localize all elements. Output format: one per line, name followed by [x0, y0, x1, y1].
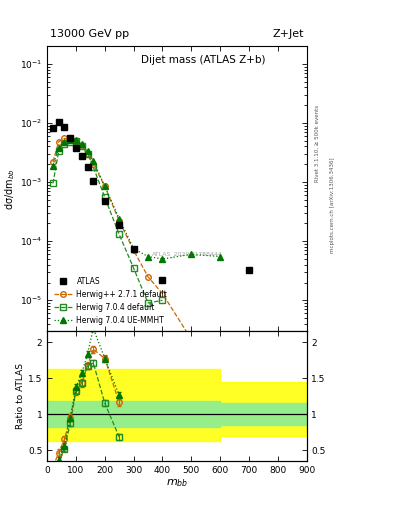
Text: ATLAS_2020_I1788444: ATLAS_2020_I1788444: [152, 251, 223, 257]
Text: Dijet mass (ATLAS Z+b): Dijet mass (ATLAS Z+b): [141, 55, 265, 65]
Legend: ATLAS, Herwig++ 2.7.1 default, Herwig 7.0.4 default, Herwig 7.0.4 UE-MMHT: ATLAS, Herwig++ 2.7.1 default, Herwig 7.…: [53, 277, 167, 325]
Text: Z+Jet: Z+Jet: [272, 29, 304, 39]
X-axis label: $m_{bb}$: $m_{bb}$: [166, 477, 188, 489]
Y-axis label: dσ/dm$_{bb}$: dσ/dm$_{bb}$: [3, 168, 17, 209]
Y-axis label: Ratio to ATLAS: Ratio to ATLAS: [16, 363, 25, 429]
Text: 13000 GeV pp: 13000 GeV pp: [50, 29, 129, 39]
Text: mcplots.cern.ch [arXiv:1306.3436]: mcplots.cern.ch [arXiv:1306.3436]: [330, 157, 335, 252]
Text: Rivet 3.1.10, ≥ 500k events: Rivet 3.1.10, ≥ 500k events: [314, 105, 320, 182]
